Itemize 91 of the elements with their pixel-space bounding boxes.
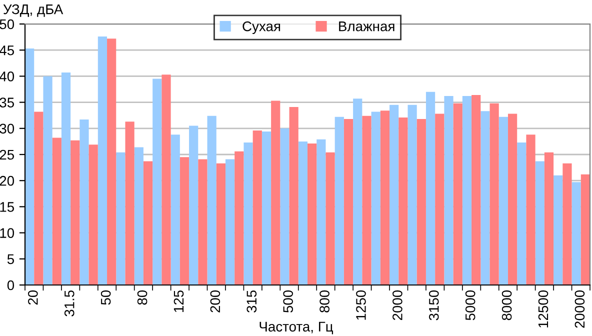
x-tick-label: 8000 (502, 290, 512, 320)
bar (207, 116, 216, 285)
x-tick-label: 12500 (538, 290, 548, 328)
x-tick-label: 125 (174, 290, 184, 312)
bar (308, 144, 317, 285)
bar (416, 119, 426, 285)
bar (125, 122, 134, 285)
bar (25, 48, 34, 285)
x-tick-label: 5000 (465, 290, 476, 320)
bar (462, 96, 472, 285)
bar (198, 159, 208, 285)
x-tick-label: 80 (137, 290, 148, 305)
bar (480, 111, 490, 285)
bar (143, 161, 153, 285)
bar (398, 117, 408, 285)
bar (334, 116, 344, 285)
bar (444, 96, 454, 285)
bar (98, 36, 108, 285)
bar (262, 132, 272, 285)
y-tick-label: 50 (0, 19, 14, 30)
bar (426, 92, 436, 285)
bar (344, 119, 354, 285)
x-tick-label: 20 (28, 290, 38, 305)
bar (88, 144, 98, 285)
bar (170, 134, 180, 285)
y-axis-title: УЗД, дБА (3, 4, 64, 17)
bar (544, 152, 554, 285)
bar (162, 74, 171, 285)
bar (390, 104, 399, 285)
bar (490, 103, 499, 285)
bar (61, 72, 71, 285)
bar (371, 112, 380, 285)
bar (280, 128, 290, 285)
bar (252, 130, 262, 285)
bar (225, 159, 235, 285)
x-tick-label: 200 (210, 290, 220, 312)
bar (271, 100, 280, 285)
bar (70, 140, 80, 285)
y-tick-label: 10 (0, 228, 14, 238)
y-tick-label: 25 (0, 150, 14, 160)
bar (152, 78, 162, 285)
bar (572, 182, 581, 285)
bar (80, 120, 89, 285)
bar (526, 134, 536, 285)
x-tick-label: 2000 (392, 290, 402, 320)
bar (180, 157, 190, 285)
bar (380, 110, 390, 285)
bar (408, 104, 417, 285)
legend-label: Сухая (242, 21, 280, 34)
bar (216, 163, 226, 285)
x-tick-label: 3150 (428, 290, 439, 320)
bar (116, 152, 126, 285)
bar (362, 116, 372, 285)
bar (326, 152, 335, 285)
bar (244, 142, 253, 285)
y-tick-label: 20 (0, 176, 14, 186)
bar (453, 103, 462, 285)
x-tick-label: 31.5 (64, 290, 74, 316)
y-tick-label: 5 (7, 254, 14, 264)
bar (189, 126, 198, 285)
bar (298, 141, 308, 285)
bar (234, 151, 244, 285)
legend-label: Влажная (339, 22, 394, 32)
bar (435, 114, 444, 285)
bar (554, 175, 563, 285)
bar (580, 174, 590, 285)
bar (289, 107, 298, 285)
x-tick-label: 20000 (574, 290, 585, 328)
x-tick-label: 1250 (356, 290, 366, 320)
x-axis-title: Частота, Гц (260, 322, 334, 334)
bar (535, 161, 544, 285)
y-tick-label: 15 (0, 202, 14, 212)
bar (472, 94, 481, 285)
bar (498, 116, 508, 285)
y-tick-label: 0 (7, 280, 14, 290)
bar (562, 163, 572, 285)
bar (316, 139, 326, 285)
y-tick-label: 35 (0, 98, 14, 108)
bar (34, 112, 44, 285)
bar (517, 142, 526, 285)
x-tick-label: 50 (100, 290, 111, 305)
bar (134, 147, 144, 285)
bar (107, 38, 116, 285)
bar (508, 114, 518, 285)
bar (353, 98, 362, 285)
x-tick-label: 500 (283, 290, 294, 312)
y-tick-label: 30 (0, 124, 14, 134)
x-tick-label: 800 (320, 290, 330, 312)
bar (43, 76, 52, 285)
x-tick-label: 315 (246, 290, 257, 312)
bar (52, 138, 62, 285)
